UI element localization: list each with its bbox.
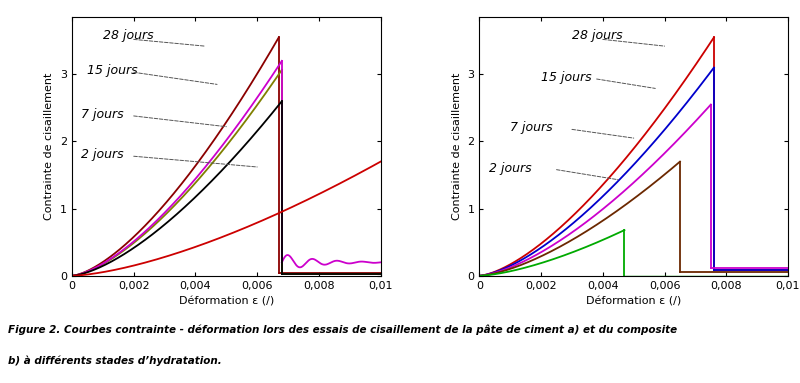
Text: Figure 2. Courbes contrainte - déformation lors des essais de cisaillement de la: Figure 2. Courbes contrainte - déformati… xyxy=(8,325,677,335)
Text: 7 jours: 7 jours xyxy=(510,121,553,134)
Text: 2 jours: 2 jours xyxy=(489,162,531,175)
X-axis label: Déformation ε (/): Déformation ε (/) xyxy=(586,296,682,306)
Y-axis label: Contrainte de cisaillement: Contrainte de cisaillement xyxy=(452,73,462,220)
Text: 15 jours: 15 jours xyxy=(87,64,138,77)
Text: b) à différents stades d’hydratation.: b) à différents stades d’hydratation. xyxy=(8,355,222,366)
Text: 2 jours: 2 jours xyxy=(82,148,124,161)
Text: 28 jours: 28 jours xyxy=(572,29,622,43)
Text: 15 jours: 15 jours xyxy=(541,71,592,84)
Text: 7 jours: 7 jours xyxy=(82,108,124,121)
Y-axis label: Contrainte de cisaillement: Contrainte de cisaillement xyxy=(45,73,54,220)
X-axis label: Déformation ε (/): Déformation ε (/) xyxy=(178,296,274,306)
Text: 28 jours: 28 jours xyxy=(103,29,154,43)
